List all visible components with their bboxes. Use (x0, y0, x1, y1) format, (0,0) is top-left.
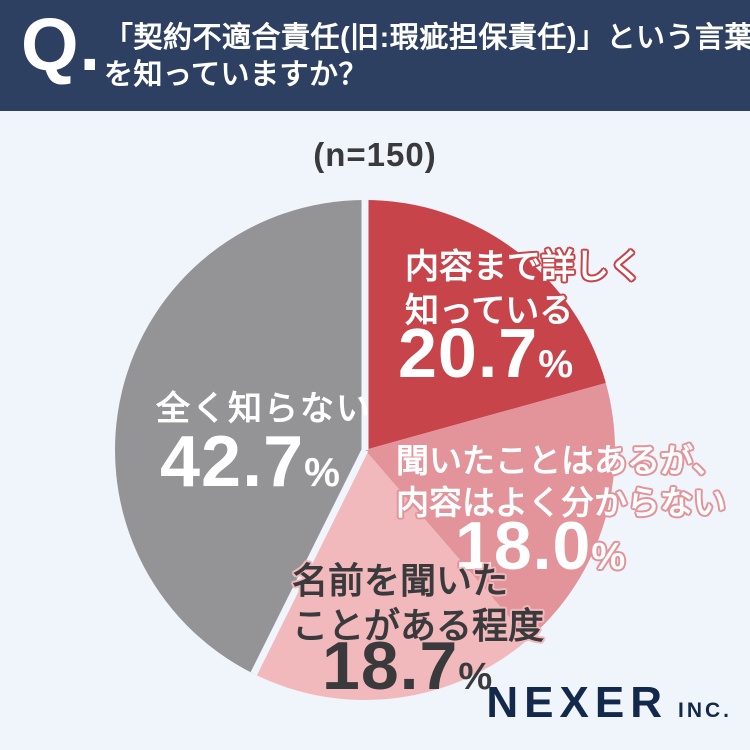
pie-slice-0 (365, 200, 606, 450)
segment-2-value: 18.7% (322, 632, 493, 700)
pie-slice-2 (253, 450, 529, 700)
question-line-2: を知っていますか？ (104, 58, 369, 91)
segment-1-value: 18.0% (455, 512, 626, 580)
pie-slice-3 (115, 200, 365, 674)
segment-1-label-line-2: 内容はよく分からない (396, 484, 726, 522)
segment-2-label: 名前を聞いた ことがある程度 (292, 558, 544, 648)
segment-0-value: 20.7% (398, 318, 574, 388)
brand-logo: NEXER INC. (486, 678, 732, 728)
segment-0-percent-sign: % (538, 343, 575, 386)
pie-slice-1 (365, 382, 615, 640)
question-line-1: 「契約不適合責任(旧:瑕疵担保責任)」という言葉 (104, 22, 750, 54)
question-text: 「契約不適合責任(旧:瑕疵担保責任)」という言葉 を知っていますか？ (104, 20, 750, 93)
segment-2-value-number: 18.7 (322, 628, 459, 704)
segment-0-label: 内容まで詳しく 知っている (405, 245, 643, 333)
segment-0-value-number: 20.7 (398, 314, 539, 392)
segment-2-percent-sign: % (458, 656, 494, 698)
segment-2-label-line-1: 名前を聞いた (292, 560, 509, 601)
segment-1-label-line-1: 聞いたことはあるが、 (396, 442, 726, 479)
q-mark: Q. (21, 3, 102, 86)
brand-suffix: INC. (678, 699, 732, 722)
segment-3-value: 42.7% (160, 426, 341, 498)
segment-3-label-line-1: 全く知らない (156, 390, 372, 428)
segment-3-label: 全く知らない (156, 381, 372, 430)
segment-0-label-line-2: 知っている (405, 292, 574, 331)
pie-divider (250, 448, 369, 676)
segment-3-value-number: 42.7 (160, 422, 305, 502)
segment-1-label: 聞いたことはあるが、 内容はよく分からない (396, 440, 726, 524)
sample-size-label: (n=150) (313, 136, 437, 173)
segment-0-label-line-1: 内容まで詳しく (405, 248, 643, 286)
brand-name: NEXER (486, 678, 668, 727)
question-header: Q. 「契約不適合責任(旧:瑕疵担保責任)」という言葉 を知っていますか？ (0, 0, 750, 111)
segment-1-percent-sign: % (591, 536, 627, 578)
segment-3-percent-sign: % (304, 449, 341, 495)
segment-1-value-number: 18.0 (455, 508, 592, 584)
segment-2-label-line-2: ことがある程度 (292, 605, 545, 646)
